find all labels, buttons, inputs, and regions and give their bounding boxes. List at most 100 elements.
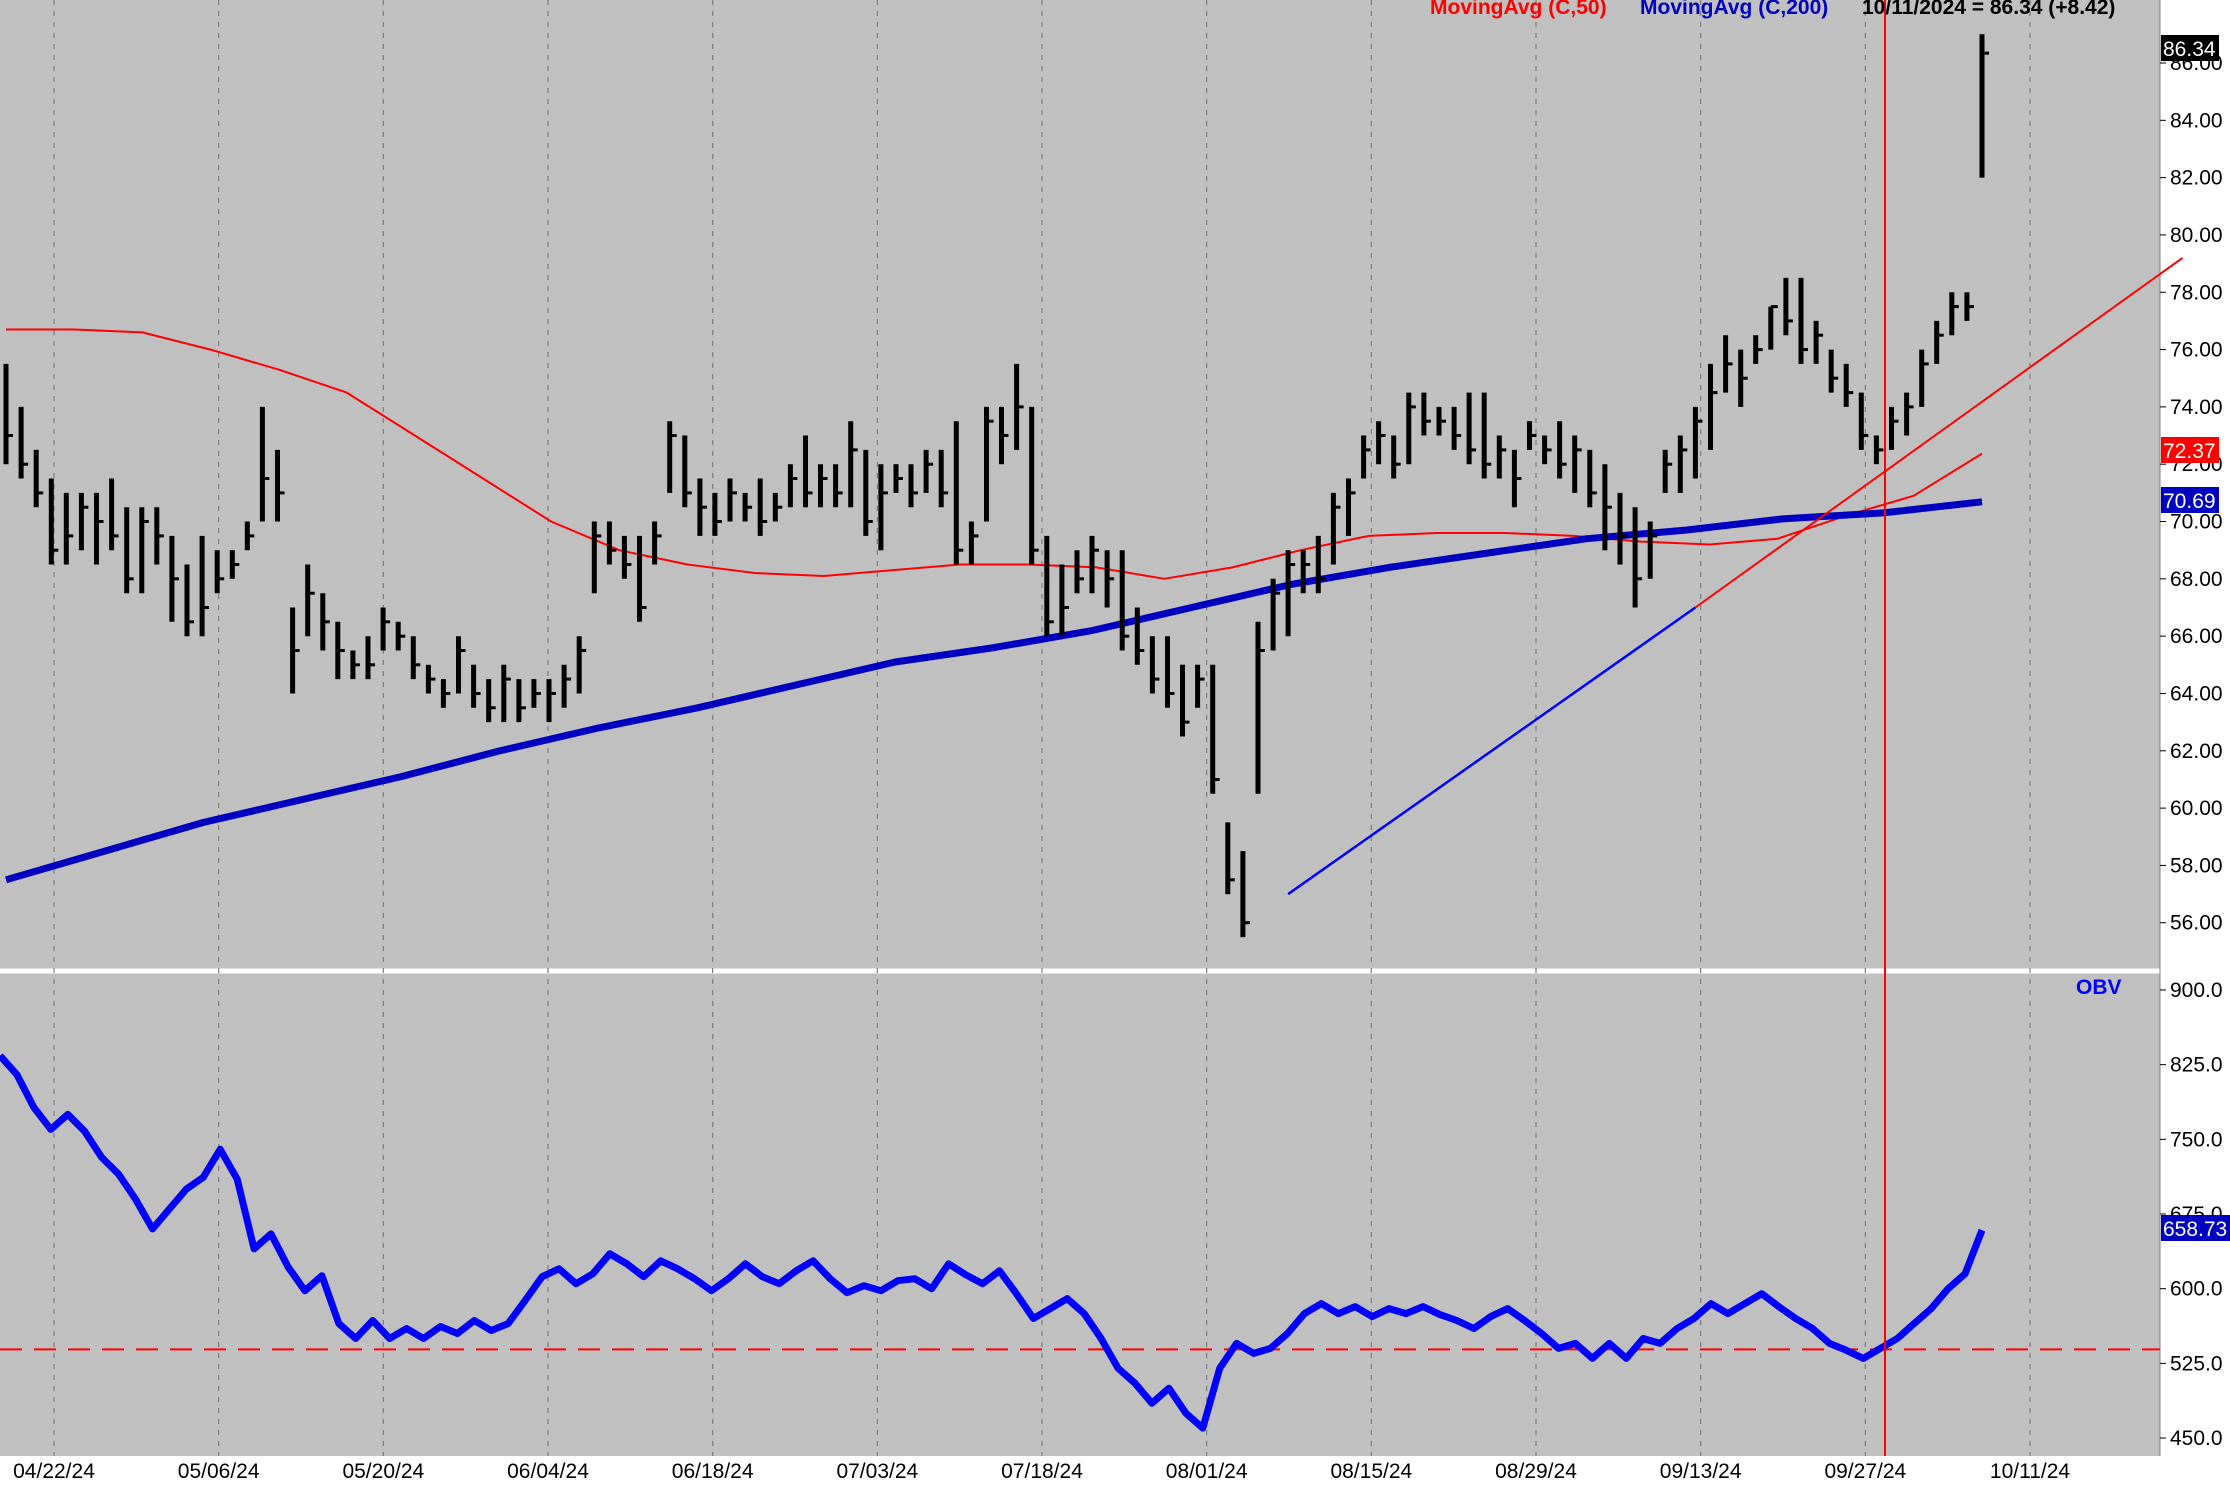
price-bar bbox=[290, 607, 300, 694]
trendline-red bbox=[1694, 257, 2184, 609]
price-y-tick-label: 64.00 bbox=[2170, 682, 2223, 705]
price-bar bbox=[923, 449, 934, 493]
x-tick-label: 07/03/24 bbox=[836, 1460, 918, 1483]
obv-panel bbox=[0, 974, 2160, 1456]
price-bar bbox=[1255, 621, 1265, 794]
ma50-flag-box bbox=[2161, 437, 2219, 463]
price-bar bbox=[606, 521, 617, 565]
price-bar bbox=[953, 421, 964, 565]
price-bar bbox=[1647, 521, 1658, 579]
price-y-tick-label: 60.00 bbox=[2170, 797, 2223, 820]
price-flag: 86.34 bbox=[2163, 38, 2216, 61]
price-bar bbox=[621, 535, 632, 579]
x-tick-label: 07/18/24 bbox=[1001, 1460, 1083, 1483]
price-bar bbox=[275, 449, 285, 522]
price-bar bbox=[531, 679, 541, 708]
price-bar bbox=[335, 621, 345, 680]
price-y-tick-label: 68.00 bbox=[2170, 568, 2223, 591]
price-bar bbox=[1557, 421, 1567, 479]
price-bar bbox=[652, 521, 662, 565]
value-flags: 86.34 72.37 70.69 658.73 bbox=[2161, 35, 2230, 1241]
x-tick-label: 05/06/24 bbox=[178, 1460, 260, 1483]
ma50-flag: 72.37 bbox=[2163, 440, 2216, 463]
price-bar bbox=[1662, 449, 1673, 493]
price-bar bbox=[501, 664, 511, 723]
legend-ma50: MovingAvg (C,50) bbox=[1430, 0, 1607, 19]
price-bar bbox=[1813, 320, 1824, 364]
price-y-tick-label: 62.00 bbox=[2170, 740, 2223, 763]
price-bar bbox=[1949, 292, 1959, 336]
price-bar bbox=[1481, 392, 1492, 479]
ma200-flag: 70.69 bbox=[2163, 490, 2216, 513]
price-bar bbox=[1330, 492, 1341, 565]
obv-flag-box bbox=[2161, 1215, 2230, 1241]
price-bar bbox=[1436, 406, 1446, 436]
price-bar bbox=[1240, 851, 1250, 938]
price-bar bbox=[697, 478, 707, 536]
x-tick-label: 08/15/24 bbox=[1330, 1460, 1412, 1483]
price-bar bbox=[365, 636, 375, 680]
price-bar bbox=[214, 550, 225, 594]
price-bar bbox=[1692, 406, 1703, 479]
price-bar bbox=[1119, 550, 1130, 651]
price-bar bbox=[259, 406, 270, 522]
x-tick-label: 09/27/24 bbox=[1824, 1460, 1906, 1483]
price-bar bbox=[742, 492, 753, 522]
obv-flag: 658.73 bbox=[2163, 1218, 2227, 1241]
price-bar bbox=[78, 492, 89, 551]
price-bar bbox=[139, 507, 149, 594]
price-bar bbox=[199, 535, 210, 637]
price-bar bbox=[1044, 535, 1054, 637]
price-bar bbox=[757, 478, 768, 536]
price-bar bbox=[1919, 349, 1929, 407]
y-axis-strip bbox=[2160, 0, 2230, 1492]
price-bar bbox=[712, 492, 722, 536]
price-bar bbox=[938, 449, 949, 508]
price-y-tick-label: 78.00 bbox=[2170, 281, 2223, 304]
legend: MovingAvg (C,50) MovingAvg (C,200) 10/11… bbox=[1430, 0, 2122, 999]
price-bar bbox=[1979, 34, 1989, 178]
price-bar bbox=[1014, 363, 1024, 450]
price-bar bbox=[1059, 564, 1069, 637]
obv-y-tick-label: 450.0 bbox=[2170, 1427, 2223, 1450]
price-bar bbox=[1089, 535, 1099, 594]
price-bar bbox=[425, 664, 436, 694]
price-bar bbox=[908, 464, 918, 508]
price-bar bbox=[1723, 335, 1733, 393]
price-bar bbox=[1783, 277, 1793, 336]
x-tick-label: 10/11/24 bbox=[1990, 1460, 2071, 1483]
price-bar bbox=[591, 521, 602, 594]
price-bar bbox=[109, 478, 119, 551]
x-tick-label: 04/22/24 bbox=[13, 1460, 95, 1483]
price-bar bbox=[63, 492, 74, 565]
price-bar bbox=[1451, 406, 1462, 450]
price-bar bbox=[1632, 507, 1643, 608]
price-bar bbox=[516, 679, 526, 723]
price-bar bbox=[984, 406, 994, 522]
price-bar bbox=[124, 507, 134, 594]
price-bar bbox=[1346, 478, 1356, 536]
obv-y-tick-label: 750.0 bbox=[2170, 1128, 2223, 1151]
trendline-blue bbox=[1287, 606, 1697, 896]
price-bar bbox=[1149, 636, 1160, 694]
x-tick-label: 06/18/24 bbox=[672, 1460, 754, 1483]
price-bar bbox=[1029, 406, 1039, 565]
price-bar bbox=[1180, 664, 1190, 737]
price-bar bbox=[1889, 406, 1899, 450]
price-bar bbox=[999, 406, 1009, 465]
price-bar bbox=[1542, 435, 1552, 465]
price-bar bbox=[1104, 550, 1115, 608]
ma200-flag-box bbox=[2161, 487, 2219, 513]
price-bar bbox=[818, 464, 828, 508]
price-bar bbox=[18, 406, 29, 479]
price-bar bbox=[1466, 392, 1477, 465]
price-bar bbox=[1768, 305, 1778, 350]
price-bar bbox=[154, 507, 164, 565]
price-bar bbox=[667, 421, 677, 493]
price-bar bbox=[169, 535, 179, 622]
price-bar bbox=[1828, 349, 1839, 393]
price-bar bbox=[320, 593, 330, 651]
price-bar bbox=[1165, 636, 1175, 708]
price-bar bbox=[1195, 664, 1205, 708]
